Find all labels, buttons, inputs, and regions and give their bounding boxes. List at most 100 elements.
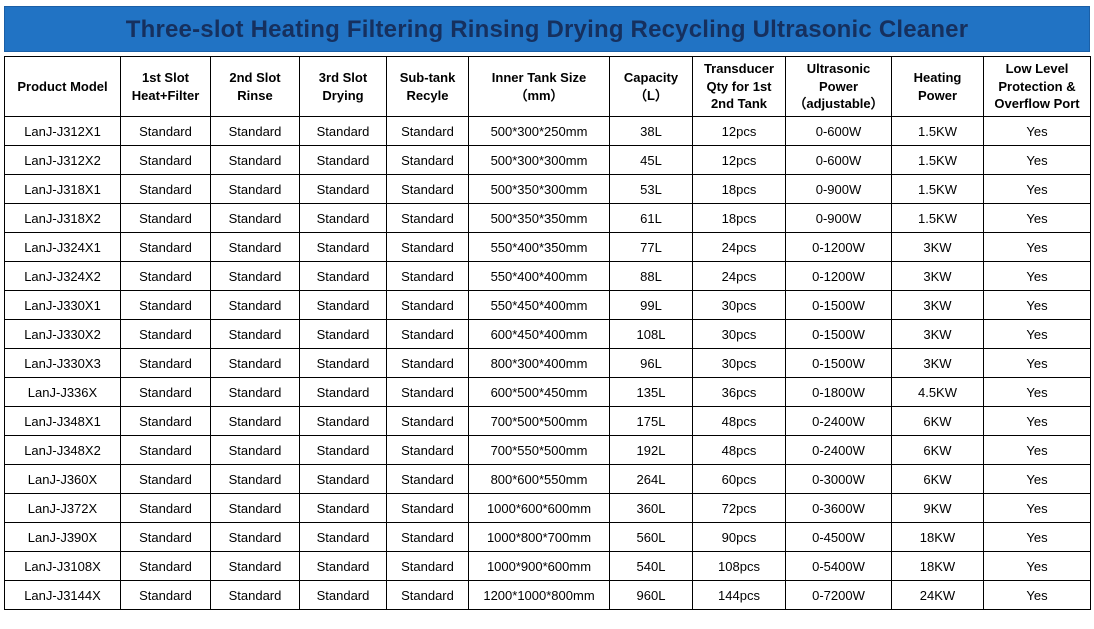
- cell-low-level-protection: Yes: [983, 290, 1091, 320]
- cell-inner-tank-size: 1000*800*700mm: [468, 522, 610, 552]
- cell-ultrasonic-power: 0-1200W: [785, 232, 892, 262]
- cell-product-model: LanJ-J372X: [4, 493, 121, 523]
- page-title: Three-slot Heating Filtering Rinsing Dry…: [125, 16, 969, 43]
- cell-slot2-rinse: Standard: [210, 406, 300, 436]
- cell-inner-tank-size: 700*550*500mm: [468, 435, 610, 465]
- cell-inner-tank-size: 1000*900*600mm: [468, 551, 610, 581]
- cell-low-level-protection: Yes: [983, 377, 1091, 407]
- cell-slot3-drying: Standard: [299, 348, 387, 378]
- cell-ultrasonic-power: 0-3000W: [785, 464, 892, 494]
- cell-inner-tank-size: 800*600*550mm: [468, 464, 610, 494]
- cell-subtank-recycle: Standard: [386, 377, 469, 407]
- cell-slot1-heat-filter: Standard: [120, 464, 211, 494]
- cell-ultrasonic-power: 0-1500W: [785, 319, 892, 349]
- cell-slot1-heat-filter: Standard: [120, 203, 211, 233]
- cell-inner-tank-size: 500*350*300mm: [468, 174, 610, 204]
- cell-slot1-heat-filter: Standard: [120, 377, 211, 407]
- cell-capacity: 45L: [609, 145, 693, 175]
- cell-low-level-protection: Yes: [983, 580, 1091, 610]
- cell-subtank-recycle: Standard: [386, 232, 469, 262]
- cell-transducer-qty: 30pcs: [692, 319, 786, 349]
- cell-slot3-drying: Standard: [299, 435, 387, 465]
- cell-capacity: 192L: [609, 435, 693, 465]
- cell-low-level-protection: Yes: [983, 116, 1091, 146]
- cell-low-level-protection: Yes: [983, 464, 1091, 494]
- cell-low-level-protection: Yes: [983, 203, 1091, 233]
- cell-ultrasonic-power: 0-1500W: [785, 290, 892, 320]
- cell-inner-tank-size: 1000*600*600mm: [468, 493, 610, 523]
- cell-heating-power: 18KW: [891, 522, 984, 552]
- cell-ultrasonic-power: 0-900W: [785, 174, 892, 204]
- table-row: LanJ-J318X2 Standard Standard Standard Stand…: [4, 203, 1091, 233]
- cell-heating-power: 4.5KW: [891, 377, 984, 407]
- cell-slot3-drying: Standard: [299, 493, 387, 523]
- cell-slot1-heat-filter: Standard: [120, 290, 211, 320]
- cell-capacity: 540L: [609, 551, 693, 581]
- header-cell-low-level-protection: Low Level Protection & Overflow Port: [983, 56, 1091, 117]
- cell-product-model: LanJ-J330X2: [4, 319, 121, 349]
- cell-product-model: LanJ-J336X: [4, 377, 121, 407]
- cell-slot1-heat-filter: Standard: [120, 493, 211, 523]
- cell-heating-power: 6KW: [891, 464, 984, 494]
- cell-subtank-recycle: Standard: [386, 464, 469, 494]
- cell-heating-power: 3KW: [891, 232, 984, 262]
- cell-product-model: LanJ-J318X2: [4, 203, 121, 233]
- cell-slot3-drying: Standard: [299, 406, 387, 436]
- cell-capacity: 38L: [609, 116, 693, 146]
- cell-capacity: 135L: [609, 377, 693, 407]
- header-cell-slot2-rinse: 2nd Slot Rinse: [210, 56, 300, 117]
- cell-slot1-heat-filter: Standard: [120, 580, 211, 610]
- cell-low-level-protection: Yes: [983, 522, 1091, 552]
- cell-slot3-drying: Standard: [299, 232, 387, 262]
- cell-low-level-protection: Yes: [983, 551, 1091, 581]
- table-row: LanJ-J390X Standard Standard Standard Standa…: [4, 522, 1091, 552]
- cell-subtank-recycle: Standard: [386, 203, 469, 233]
- cell-subtank-recycle: Standard: [386, 261, 469, 291]
- cell-ultrasonic-power: 0-1200W: [785, 261, 892, 291]
- cell-inner-tank-size: 550*400*400mm: [468, 261, 610, 291]
- cell-heating-power: 1.5KW: [891, 203, 984, 233]
- cell-capacity: 175L: [609, 406, 693, 436]
- cell-inner-tank-size: 500*300*250mm: [468, 116, 610, 146]
- cell-subtank-recycle: Standard: [386, 290, 469, 320]
- cell-subtank-recycle: Standard: [386, 116, 469, 146]
- cell-transducer-qty: 18pcs: [692, 174, 786, 204]
- cell-slot2-rinse: Standard: [210, 203, 300, 233]
- cell-subtank-recycle: Standard: [386, 435, 469, 465]
- cell-slot2-rinse: Standard: [210, 261, 300, 291]
- cell-slot3-drying: Standard: [299, 290, 387, 320]
- cell-subtank-recycle: Standard: [386, 319, 469, 349]
- cell-transducer-qty: 108pcs: [692, 551, 786, 581]
- cell-ultrasonic-power: 0-4500W: [785, 522, 892, 552]
- cell-slot2-rinse: Standard: [210, 522, 300, 552]
- cell-slot2-rinse: Standard: [210, 319, 300, 349]
- cell-product-model: LanJ-J312X1: [4, 116, 121, 146]
- cell-inner-tank-size: 1200*1000*800mm: [468, 580, 610, 610]
- cell-low-level-protection: Yes: [983, 232, 1091, 262]
- cell-ultrasonic-power: 0-7200W: [785, 580, 892, 610]
- header-cell-slot1-heat-filter: 1st Slot Heat+Filter: [120, 56, 211, 117]
- cell-transducer-qty: 30pcs: [692, 348, 786, 378]
- cell-transducer-qty: 48pcs: [692, 435, 786, 465]
- cell-transducer-qty: 144pcs: [692, 580, 786, 610]
- cell-capacity: 264L: [609, 464, 693, 494]
- cell-heating-power: 1.5KW: [891, 116, 984, 146]
- cell-low-level-protection: Yes: [983, 493, 1091, 523]
- cell-product-model: LanJ-J3144X: [4, 580, 121, 610]
- header-cell-heating-power: Heating Power: [891, 56, 984, 117]
- cell-slot3-drying: Standard: [299, 203, 387, 233]
- cell-low-level-protection: Yes: [983, 348, 1091, 378]
- cell-low-level-protection: Yes: [983, 261, 1091, 291]
- header-cell-subtank-recycle: Sub-tank Recyle: [386, 56, 469, 117]
- cell-heating-power: 24KW: [891, 580, 984, 610]
- cell-product-model: LanJ-J330X3: [4, 348, 121, 378]
- cell-subtank-recycle: Standard: [386, 174, 469, 204]
- cell-transducer-qty: 12pcs: [692, 145, 786, 175]
- cell-ultrasonic-power: 0-900W: [785, 203, 892, 233]
- cell-slot1-heat-filter: Standard: [120, 232, 211, 262]
- cell-capacity: 960L: [609, 580, 693, 610]
- cell-slot2-rinse: Standard: [210, 232, 300, 262]
- table-row: LanJ-J324X1 Standard Standard Standard Stand…: [4, 232, 1091, 262]
- cell-ultrasonic-power: 0-1500W: [785, 348, 892, 378]
- cell-subtank-recycle: Standard: [386, 522, 469, 552]
